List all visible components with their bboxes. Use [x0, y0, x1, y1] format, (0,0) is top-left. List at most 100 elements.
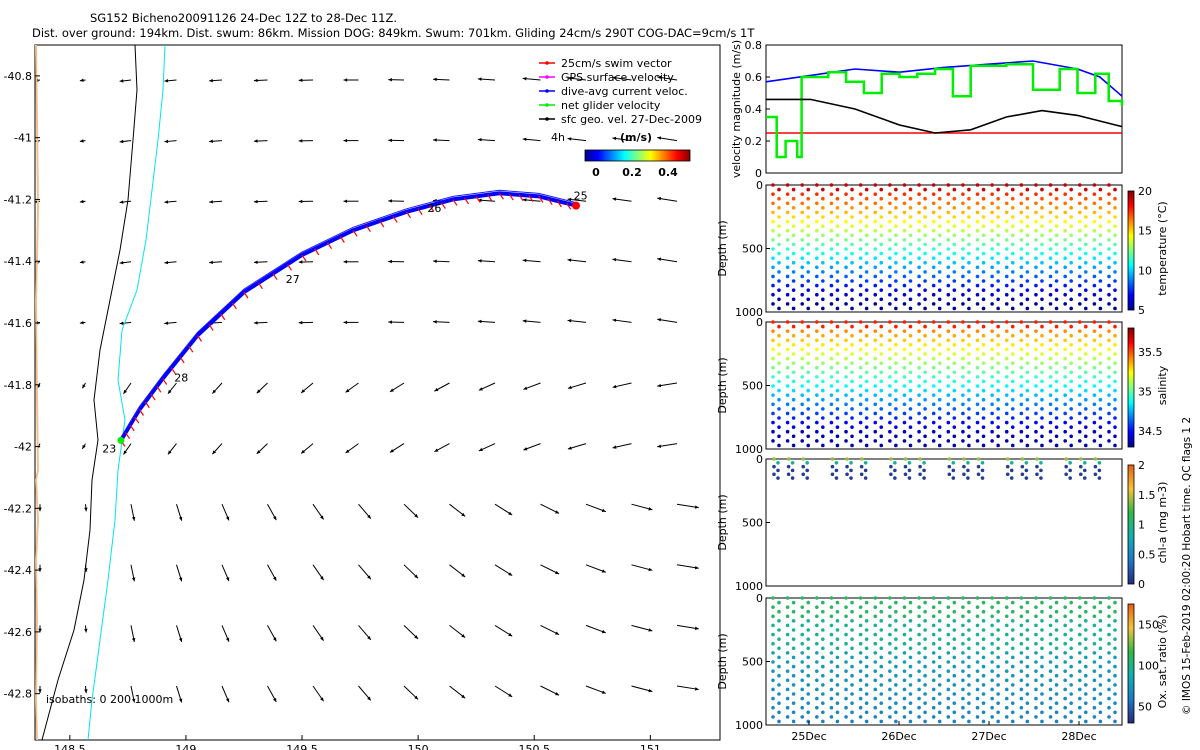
- section-sample: [975, 210, 980, 215]
- section-sample: [844, 411, 848, 416]
- swim-vector: [547, 198, 553, 206]
- swim-vector: [170, 367, 176, 375]
- section-sample: [1010, 260, 1015, 265]
- section-sample: [1063, 687, 1067, 692]
- section-sample: [990, 247, 994, 251]
- section-sample: [961, 256, 965, 260]
- section-sample: [902, 247, 907, 251]
- section-sample: [923, 333, 927, 338]
- geo-velocity-arrowhead: [601, 508, 606, 512]
- section-sample: [800, 596, 805, 600]
- section-sample: [771, 320, 775, 324]
- section-sample: [961, 228, 965, 233]
- section-sample: [946, 439, 951, 443]
- section-sample: [981, 306, 986, 311]
- section-sample: [829, 651, 834, 655]
- section-sample: [844, 256, 848, 260]
- section-sample: [937, 655, 942, 660]
- section-sample: [902, 669, 907, 673]
- section-sample: [1048, 219, 1053, 224]
- section-sample: [903, 457, 908, 461]
- section-sample: [923, 187, 927, 192]
- section-sample: [873, 201, 878, 206]
- section-sample: [1063, 201, 1067, 206]
- section-sample: [858, 201, 863, 206]
- section-colorbar-tick: 50: [1138, 701, 1152, 714]
- section-sample: [1025, 416, 1030, 420]
- section-sample: [975, 705, 980, 710]
- section-sample: [835, 379, 840, 384]
- section-sample: [1107, 420, 1111, 425]
- section-sample: [967, 692, 971, 696]
- section-sample: [1069, 719, 1073, 724]
- section-sample: [1092, 320, 1097, 324]
- section-sample: [771, 292, 775, 297]
- section-sample: [894, 324, 898, 329]
- section-sample: [1025, 361, 1030, 365]
- section-sample: [1063, 192, 1067, 196]
- section-sample: [1092, 605, 1097, 609]
- geo-velocity-arrowhead: [508, 572, 513, 576]
- section-sample: [1069, 187, 1073, 192]
- geo-velocity-arrowhead: [131, 577, 136, 582]
- section-sample: [908, 379, 913, 384]
- section-sample: [815, 228, 819, 233]
- section-sample: [1092, 696, 1097, 701]
- section-sample: [946, 356, 951, 361]
- section-sample: [858, 632, 863, 637]
- section-sample: [996, 619, 1000, 623]
- section-sample: [996, 388, 1000, 393]
- section-axes: [765, 184, 1123, 313]
- section-sample: [888, 623, 892, 628]
- section-sample: [850, 379, 854, 384]
- section-sample: [990, 274, 994, 279]
- section-sample: [1092, 192, 1097, 196]
- geo-velocity-arrowhead: [657, 383, 662, 388]
- section-sample: [1019, 283, 1024, 288]
- geo-velocity-arrowhead: [522, 198, 527, 202]
- section-sample: [791, 673, 796, 678]
- section-sample: [908, 619, 913, 623]
- section-sample: [777, 206, 781, 210]
- section-sample: [1019, 247, 1024, 251]
- section-sample: [806, 187, 811, 192]
- section-sample: [889, 457, 893, 461]
- section-sample: [1019, 429, 1024, 434]
- section-sample: [894, 600, 898, 605]
- section-sample: [902, 283, 907, 288]
- section-sample: [1040, 343, 1044, 347]
- section-sample: [996, 297, 1000, 302]
- section-sample: [952, 434, 957, 439]
- section-sample: [981, 370, 986, 375]
- section-sample: [879, 628, 884, 632]
- section-sample: [1040, 600, 1044, 605]
- section-sample: [785, 292, 790, 297]
- section-sample: [967, 306, 971, 311]
- section-sample: [1092, 705, 1097, 710]
- section-sample: [1048, 651, 1053, 655]
- section-sample: [858, 320, 863, 324]
- section-sample: [931, 228, 936, 233]
- section-sample: [1107, 715, 1111, 719]
- section-sample: [1004, 429, 1009, 434]
- section-sample: [1069, 306, 1073, 311]
- section-sample: [937, 619, 942, 623]
- section-sample: [1019, 292, 1024, 297]
- section-sample: [1005, 464, 1010, 469]
- section-sample: [850, 343, 854, 347]
- section-sample: [835, 333, 840, 338]
- section-sample: [1107, 283, 1111, 288]
- geo-velocity-arrowhead: [178, 577, 183, 582]
- section-sample: [937, 215, 942, 219]
- section-sample: [821, 333, 825, 338]
- section-sample: [1040, 242, 1044, 247]
- section-sample: [821, 379, 825, 384]
- map-axes: [34, 44, 721, 741]
- section-sample: [815, 705, 819, 710]
- section-sample: [1025, 397, 1030, 402]
- section-sample: [967, 673, 971, 678]
- section-sample: [829, 696, 834, 701]
- section-sample: [1083, 443, 1088, 448]
- section-sample: [864, 370, 869, 375]
- section-sample: [917, 256, 921, 260]
